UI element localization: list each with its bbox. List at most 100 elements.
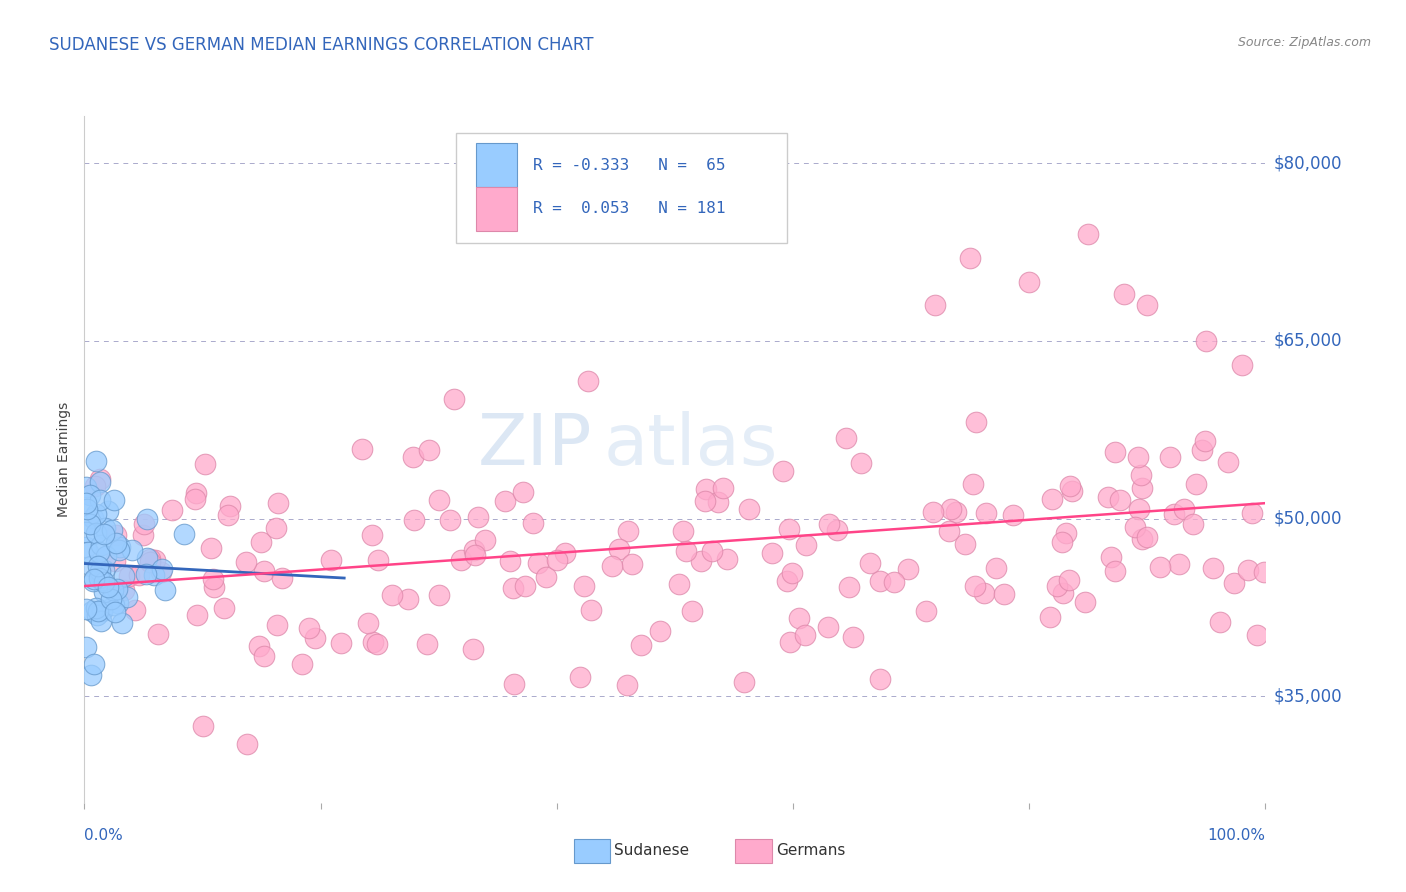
Point	[1123, 520, 1146, 534]
Point	[1253, 565, 1275, 579]
Point	[87, 558, 110, 573]
Point	[1112, 286, 1135, 301]
Point	[402, 450, 425, 464]
Point	[235, 737, 257, 751]
Point	[89, 472, 111, 486]
Point	[79, 517, 101, 532]
Point	[160, 503, 183, 517]
Point	[782, 566, 804, 581]
Text: $65,000: $65,000	[1274, 332, 1343, 350]
Point	[97, 580, 120, 594]
Point	[939, 502, 962, 516]
Point	[86, 454, 108, 468]
Text: Source: ZipAtlas.com: Source: ZipAtlas.com	[1237, 36, 1371, 49]
Point	[1132, 481, 1154, 495]
Point	[1104, 564, 1126, 578]
Point	[838, 580, 860, 594]
Point	[1159, 450, 1181, 465]
Point	[128, 567, 150, 582]
Point	[404, 513, 426, 527]
Point	[110, 540, 132, 554]
Point	[450, 553, 472, 567]
Point	[150, 562, 173, 576]
Point	[976, 506, 998, 520]
Point	[418, 443, 440, 458]
Point	[271, 571, 294, 585]
Point	[965, 415, 987, 429]
Text: Germans: Germans	[776, 844, 845, 858]
Point	[304, 632, 326, 646]
Point	[217, 508, 239, 522]
Point	[212, 601, 235, 615]
Point	[1149, 560, 1171, 574]
Point	[512, 485, 534, 500]
Point	[184, 491, 207, 506]
Point	[83, 479, 105, 493]
Point	[75, 640, 97, 655]
Point	[1195, 334, 1218, 348]
Point	[186, 607, 208, 622]
Point	[143, 552, 166, 566]
Point	[572, 579, 595, 593]
Point	[427, 493, 450, 508]
Point	[439, 513, 461, 527]
Point	[139, 552, 162, 566]
Point	[1099, 550, 1122, 565]
Point	[986, 561, 1008, 575]
Point	[135, 550, 157, 565]
Point	[600, 558, 623, 573]
Point	[107, 596, 129, 610]
Point	[200, 541, 222, 556]
Text: $35,000: $35,000	[1274, 687, 1343, 706]
Point	[80, 558, 103, 573]
Point	[1209, 615, 1232, 629]
Point	[464, 548, 486, 562]
Point	[869, 574, 891, 588]
Point	[1126, 450, 1149, 464]
Point	[298, 621, 321, 635]
Point	[733, 675, 755, 690]
Point	[474, 533, 496, 548]
Point	[1223, 575, 1246, 590]
Point	[134, 516, 156, 531]
Point	[818, 517, 841, 532]
Point	[86, 600, 108, 615]
Point	[1128, 502, 1150, 516]
Point	[1218, 455, 1240, 469]
Point	[90, 614, 112, 628]
Point	[897, 562, 920, 576]
Point	[105, 536, 128, 550]
Point	[681, 604, 703, 618]
Point	[91, 604, 114, 618]
Point	[630, 638, 652, 652]
Point	[104, 554, 127, 568]
Point	[79, 668, 101, 682]
Point	[82, 510, 104, 524]
Point	[554, 545, 576, 559]
Text: SUDANESE VS GERMAN MEDIAN EARNINGS CORRELATION CHART: SUDANESE VS GERMAN MEDIAN EARNINGS CORRE…	[49, 36, 593, 54]
Point	[579, 603, 602, 617]
Point	[361, 635, 384, 649]
Point	[787, 611, 810, 625]
Point	[201, 572, 224, 586]
Point	[794, 538, 817, 552]
Point	[87, 604, 110, 618]
Point	[1040, 491, 1063, 506]
Point	[142, 568, 165, 582]
FancyBboxPatch shape	[477, 144, 516, 187]
Point	[513, 579, 536, 593]
Point	[993, 587, 1015, 601]
Point	[111, 615, 134, 630]
Point	[1109, 493, 1132, 508]
Point	[522, 516, 544, 531]
Point	[381, 588, 404, 602]
Point	[82, 574, 104, 588]
Point	[235, 555, 257, 569]
Point	[361, 528, 384, 542]
Point	[738, 501, 761, 516]
Point	[494, 493, 516, 508]
Point	[89, 492, 111, 507]
Text: R = -0.333   N =  65: R = -0.333 N = 65	[533, 158, 725, 173]
Point	[1194, 434, 1216, 448]
Point	[443, 392, 465, 406]
